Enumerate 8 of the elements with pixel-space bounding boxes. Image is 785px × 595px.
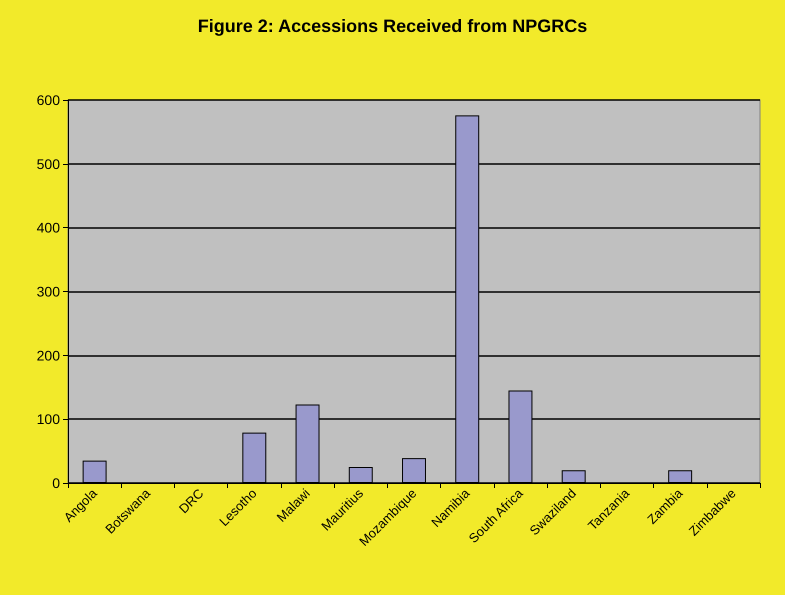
y-tick-label: 200 (36, 347, 60, 364)
y-tick-label: 300 (36, 284, 60, 300)
y-tick-label: 400 (36, 220, 60, 236)
y-tick-label: 600 (36, 92, 60, 108)
y-tick-label: 0 (52, 475, 60, 491)
y-tick-label: 500 (36, 156, 60, 172)
chart-title: Figure 2: Accessions Received from NPGRCs (198, 16, 588, 36)
y-tick-label: 100 (36, 411, 60, 428)
